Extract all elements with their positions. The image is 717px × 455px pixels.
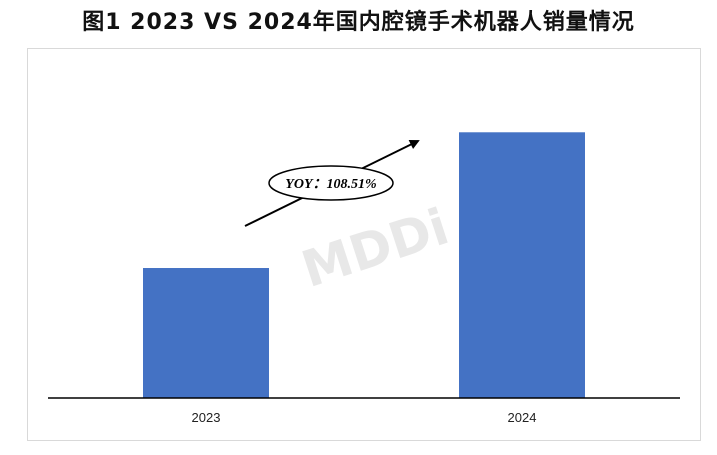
x-tick-label-2023: 2023 xyxy=(192,410,221,425)
yoy-annotation-text: YOY：108.51% xyxy=(285,177,376,192)
bar-2023 xyxy=(143,268,269,398)
chart-title: 图1 2023 VS 2024年国内腔镜手术机器人销量情况 xyxy=(82,10,635,35)
x-tick-label-2024: 2024 xyxy=(508,410,537,425)
yoy-annotation-bubble xyxy=(268,165,394,201)
bar-2024 xyxy=(459,132,585,399)
chart-frame xyxy=(27,48,701,441)
watermark-logo: MDDi xyxy=(295,197,455,298)
